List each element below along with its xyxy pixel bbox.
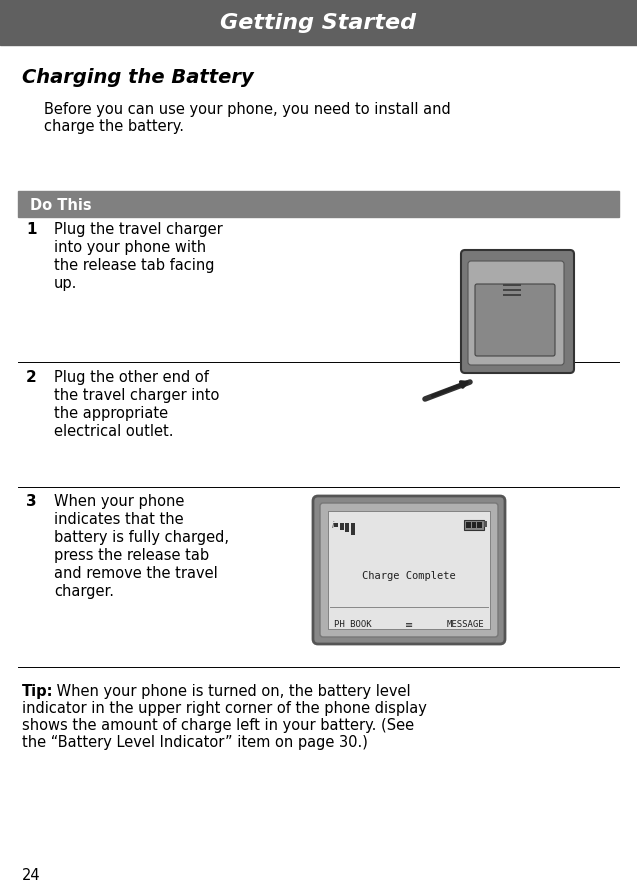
Bar [464, 520, 484, 530]
Text: ≡: ≡ [405, 620, 413, 629]
Bar [477, 522, 482, 528]
Text: indicates that the: indicates that the [54, 511, 183, 527]
Text: Plug the travel charger: Plug the travel charger [54, 222, 223, 237]
Bar [484, 521, 487, 527]
Text: MESSAGE: MESSAGE [447, 620, 484, 628]
Text: shows the amount of charge left in your battery. (See: shows the amount of charge left in your … [22, 717, 414, 732]
Text: charge the battery.: charge the battery. [44, 119, 184, 134]
Text: When your phone: When your phone [54, 493, 184, 509]
Text: charger.: charger. [54, 584, 114, 598]
Text: Before you can use your phone, you need to install and: Before you can use your phone, you need … [44, 102, 451, 117]
Bar [503, 294, 521, 297]
FancyBboxPatch shape [313, 496, 505, 645]
FancyBboxPatch shape [475, 284, 555, 357]
Text: indicator in the upper right corner of the phone display: indicator in the upper right corner of t… [22, 700, 427, 715]
Text: Do This: Do This [30, 198, 92, 212]
Bar [328, 511, 490, 629]
Bar [18, 192, 619, 218]
Text: i: i [332, 520, 334, 529]
Text: the travel charger into: the travel charger into [54, 388, 219, 402]
Bar [340, 523, 343, 530]
Bar [345, 523, 349, 533]
Bar [350, 523, 355, 535]
Text: Getting Started: Getting Started [220, 13, 417, 33]
Text: Charging the Battery: Charging the Battery [22, 68, 254, 87]
Text: battery is fully charged,: battery is fully charged, [54, 529, 229, 544]
Text: electrical outlet.: electrical outlet. [54, 424, 173, 439]
FancyBboxPatch shape [320, 503, 498, 637]
Bar [503, 284, 521, 287]
FancyBboxPatch shape [468, 262, 564, 366]
Text: the release tab facing: the release tab facing [54, 257, 215, 273]
Text: up.: up. [54, 275, 77, 291]
Text: the appropriate: the appropriate [54, 406, 168, 420]
Text: PH BOOK: PH BOOK [334, 620, 371, 628]
Text: When your phone is turned on, the battery level: When your phone is turned on, the batter… [52, 683, 411, 698]
Text: 24: 24 [22, 867, 41, 882]
Bar [0, 0, 637, 46]
Text: and remove the travel: and remove the travel [54, 565, 218, 580]
Text: press the release tab: press the release tab [54, 547, 209, 562]
Text: the “Battery Level Indicator” item on page 30.): the “Battery Level Indicator” item on pa… [22, 734, 368, 749]
Text: 2: 2 [26, 369, 37, 384]
Bar [466, 522, 471, 528]
Bar [334, 523, 338, 527]
Bar [471, 522, 476, 528]
Text: Plug the other end of: Plug the other end of [54, 369, 209, 384]
Bar [503, 289, 521, 291]
FancyBboxPatch shape [461, 250, 574, 374]
Text: into your phone with: into your phone with [54, 240, 206, 255]
Text: Tip:: Tip: [22, 683, 54, 698]
Text: 3: 3 [26, 493, 36, 509]
Text: Charge Complete: Charge Complete [362, 570, 456, 580]
Text: 1: 1 [26, 222, 36, 237]
